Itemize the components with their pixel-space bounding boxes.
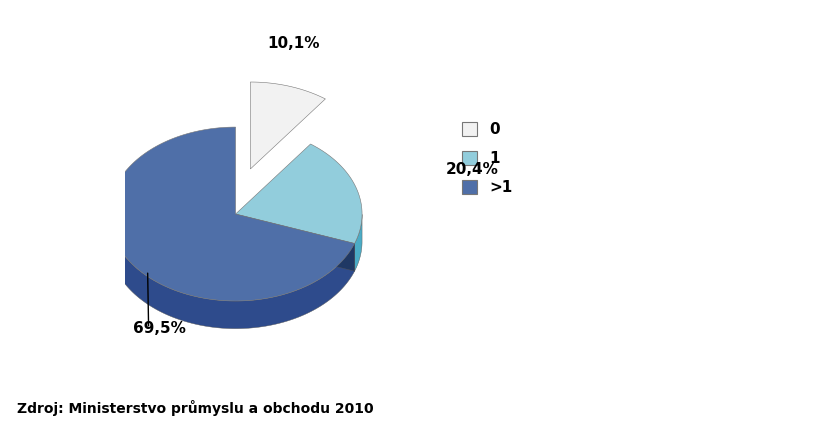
Polygon shape [236,214,355,271]
Text: 69,5%: 69,5% [133,321,186,336]
Polygon shape [236,144,362,244]
Legend: 0, 1, >1: 0, 1, >1 [461,122,513,195]
Text: 10,1%: 10,1% [268,36,320,51]
Polygon shape [109,127,355,301]
Text: 20,4%: 20,4% [446,162,499,177]
Polygon shape [236,214,355,271]
Text: Zdroj: Ministerstvo průmyslu a obchodu 2010: Zdroj: Ministerstvo průmyslu a obchodu 2… [17,400,373,416]
Polygon shape [251,82,325,169]
Polygon shape [109,215,355,329]
Polygon shape [355,214,362,271]
